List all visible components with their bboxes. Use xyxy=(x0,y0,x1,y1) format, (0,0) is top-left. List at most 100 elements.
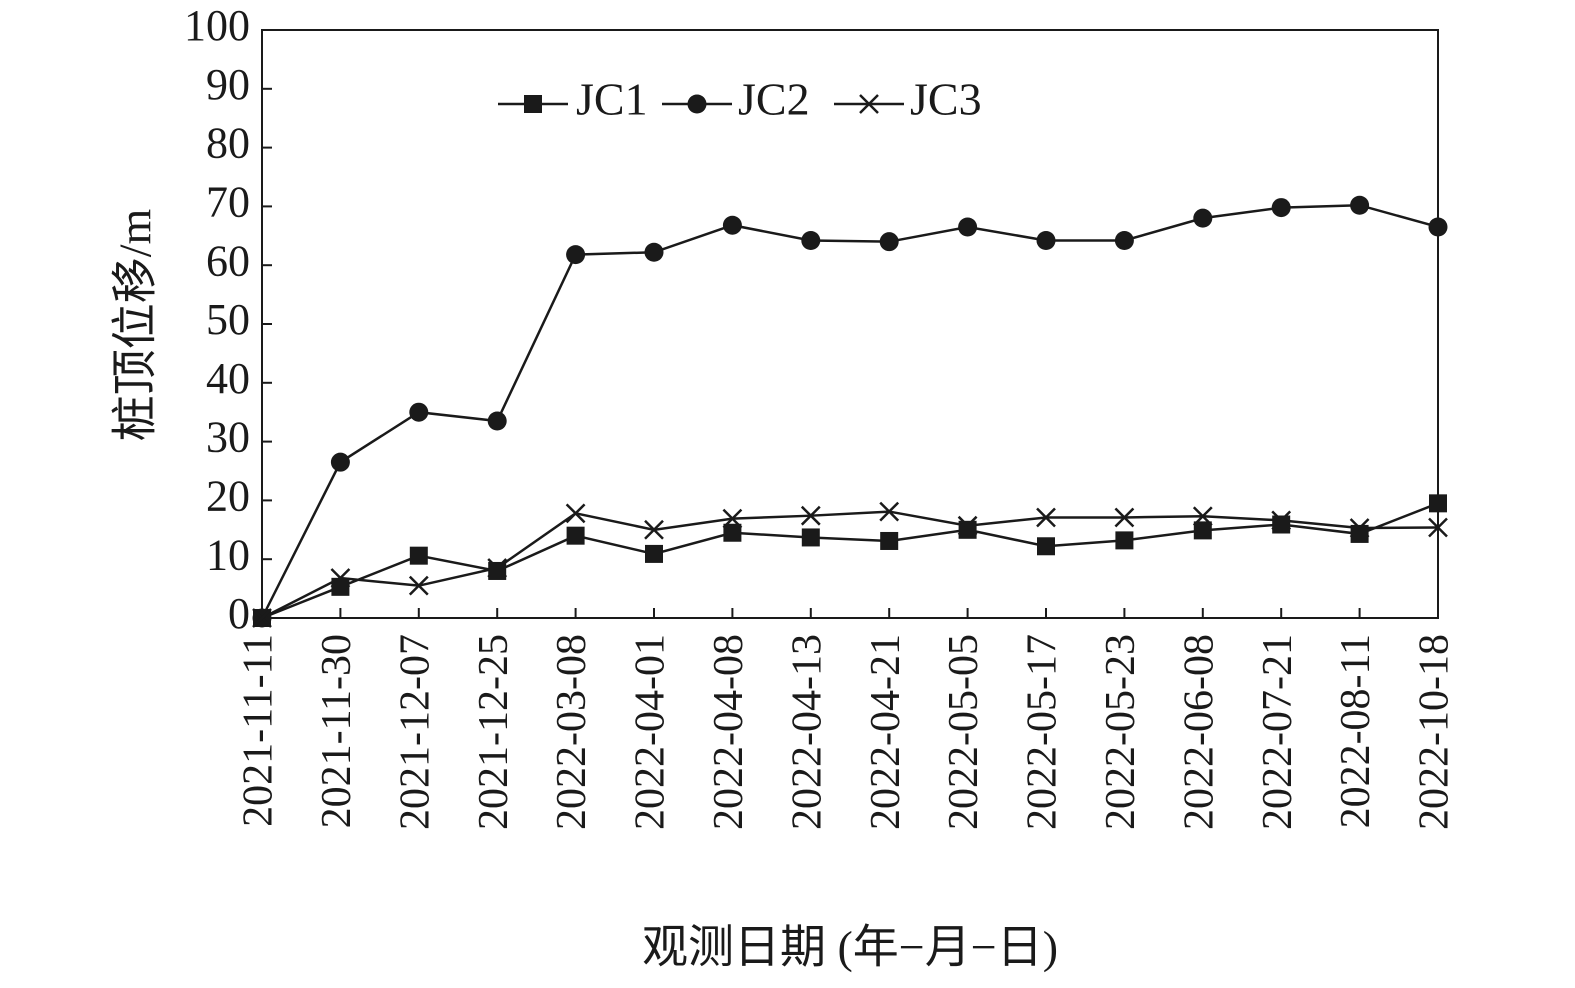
jc3-point xyxy=(1192,506,1213,527)
jc1-point xyxy=(1429,494,1447,513)
jc2-point xyxy=(330,452,350,472)
legend-label: JC2 xyxy=(738,74,810,125)
jc3-point xyxy=(1271,510,1292,531)
jc2-point xyxy=(722,215,742,235)
jc3-point xyxy=(1036,507,1056,528)
jc3-point xyxy=(408,575,429,596)
legend-item-jc2: JC2 xyxy=(662,74,810,125)
jc1-point xyxy=(880,531,899,550)
y-tick-label: 50 xyxy=(206,295,250,344)
x-tick-label: 2022-04-08 xyxy=(706,634,752,830)
jc1-point xyxy=(566,526,585,545)
x-tick-label: 2022-07-21 xyxy=(1255,634,1301,830)
series-jc3 xyxy=(252,501,1448,628)
x-marker-stroke xyxy=(1192,506,1213,527)
x-marker-stroke xyxy=(800,505,821,526)
jc1-point xyxy=(409,546,428,565)
jc2-point xyxy=(487,411,507,431)
x-axis-label: 观测日期 (年−月−日) xyxy=(642,922,1058,973)
jc3-point xyxy=(879,501,900,522)
jc3-point xyxy=(487,558,508,578)
x-tick-label: 2022-04-13 xyxy=(784,634,830,830)
x-tick-label: 2021-11-30 xyxy=(314,634,360,828)
jc3-point xyxy=(722,508,743,529)
jc1-point xyxy=(1115,531,1134,550)
x-tick-label: 2021-12-07 xyxy=(392,634,438,830)
jc1-line xyxy=(261,502,1439,620)
x-tick-label: 2022-06-08 xyxy=(1176,634,1222,830)
x-tick-label: 2022-03-08 xyxy=(549,634,595,830)
jc3-point xyxy=(252,608,272,628)
x-marker-stroke xyxy=(1036,507,1056,528)
jc1-point xyxy=(1350,524,1369,543)
x-tick-label: 2022-05-05 xyxy=(941,634,987,830)
jc2-point xyxy=(644,242,664,262)
legend-item-jc3: JC3 xyxy=(834,74,982,125)
y-tick-label: 60 xyxy=(206,236,250,285)
x-tick-label: 2022-05-17 xyxy=(1020,634,1066,830)
x-marker-stroke xyxy=(722,508,743,529)
jc2-point xyxy=(1114,231,1134,251)
y-tick-label: 70 xyxy=(206,177,250,226)
x-marker-stroke xyxy=(487,558,508,578)
jc1-point xyxy=(1037,537,1055,556)
legend-jc2-point xyxy=(687,94,707,114)
x-marker-stroke xyxy=(1271,510,1292,531)
y-tick-label: 10 xyxy=(206,530,250,579)
jc3-point xyxy=(1114,507,1135,528)
x-marker-stroke xyxy=(957,515,978,536)
series-jc2 xyxy=(252,195,1448,628)
x-tick-label: 2022-10-18 xyxy=(1412,634,1458,830)
y-tick-label: 90 xyxy=(206,60,250,109)
x-marker-stroke xyxy=(1349,518,1370,538)
x-tick-label: 2021-12-25 xyxy=(471,634,517,830)
jc3-point xyxy=(644,519,664,540)
jc2-point xyxy=(879,232,899,252)
y-tick-label: 0 xyxy=(228,589,250,638)
y-axis-label: 桩顶位移/m xyxy=(110,209,161,442)
legend-item-jc1: JC1 xyxy=(498,74,648,125)
jc1-point xyxy=(723,523,742,542)
x-marker-stroke xyxy=(879,501,900,522)
x-marker-stroke xyxy=(565,503,586,524)
jc3-point xyxy=(1428,517,1448,538)
jc1-point xyxy=(1272,515,1291,534)
y-tick-label: 20 xyxy=(206,471,250,520)
x-marker-stroke xyxy=(644,519,664,540)
x-marker-stroke xyxy=(1114,507,1135,528)
y-tick-label: 100 xyxy=(184,1,250,50)
x-marker-stroke xyxy=(252,608,272,628)
jc1-point xyxy=(801,528,820,547)
jc3-point xyxy=(330,568,351,588)
x-tick-label: 2022-05-23 xyxy=(1098,634,1144,830)
jc2-point xyxy=(1036,231,1056,251)
x-marker-stroke xyxy=(1428,517,1448,538)
legend-jc3-point xyxy=(859,94,879,114)
x-marker-stroke xyxy=(330,568,351,588)
legend-jc1-point xyxy=(524,95,542,113)
jc2-point xyxy=(1271,198,1291,218)
y-tick-label: 80 xyxy=(206,119,250,168)
plot-border xyxy=(261,29,1439,619)
x-tick-label: 2022-04-01 xyxy=(628,634,674,830)
jc1-point xyxy=(1193,521,1212,540)
legend-label: JC1 xyxy=(576,74,648,125)
jc2-point xyxy=(1428,217,1448,237)
jc3-point xyxy=(800,505,821,526)
legend: JC1 JC2 JC3 xyxy=(498,74,982,125)
jc3-point xyxy=(957,515,978,536)
x-axis: 2021-11-11 2021-11-30 2021-12-07 2021-12-25… xyxy=(236,608,1458,830)
jc2-point xyxy=(566,245,586,265)
jc2-point xyxy=(801,231,821,251)
jc1-point xyxy=(645,544,663,563)
jc2-point xyxy=(1350,195,1370,215)
plot-area xyxy=(261,29,1439,619)
y-tick-label: 40 xyxy=(206,354,250,403)
jc2-point xyxy=(409,402,429,422)
x-marker-stroke xyxy=(859,94,879,114)
jc2-point xyxy=(1193,208,1213,228)
jc3-line xyxy=(261,510,1439,620)
y-axis: 0 10 20 30 40 50 60 70 80 90 100 xyxy=(184,1,272,638)
x-tick-label: 2022-04-21 xyxy=(863,634,909,830)
